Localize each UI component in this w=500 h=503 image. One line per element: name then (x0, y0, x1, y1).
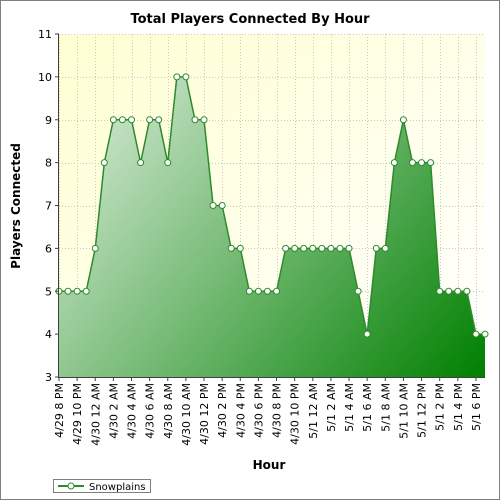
chart-title: Total Players Connected By Hour (130, 12, 370, 27)
legend-marker-swatch (67, 482, 75, 490)
x-tick-label: 5/1 8 AM (379, 383, 392, 432)
x-tick-label: 5/1 10 AM (397, 383, 410, 439)
data-point (363, 330, 371, 338)
data-point (300, 244, 308, 252)
x-tick-label: 5/1 4 AM (343, 383, 356, 432)
data-point (390, 159, 398, 167)
data-point (291, 244, 299, 252)
data-point (128, 116, 136, 124)
data-point (64, 287, 72, 295)
data-point (200, 116, 208, 124)
data-point (227, 244, 235, 252)
data-point (263, 287, 271, 295)
data-point (309, 244, 317, 252)
data-point (173, 73, 181, 81)
x-tick-label: 5/1 2 PM (434, 383, 447, 431)
y-tick-label: 11 (38, 28, 52, 41)
data-point (436, 287, 444, 295)
x-tick-label: 5/1 6 PM (470, 383, 483, 431)
legend-entry-label: Snowplains (89, 482, 146, 493)
x-tick-label: 5/1 6 AM (361, 383, 374, 432)
x-tick-label: 4/29 10 PM (71, 383, 84, 445)
data-point (236, 244, 244, 252)
data-point (372, 244, 380, 252)
data-point (164, 159, 172, 167)
x-tick-label: 4/30 4 PM (234, 383, 247, 438)
data-point (427, 159, 435, 167)
data-point (109, 116, 117, 124)
y-tick-label: 10 (38, 71, 52, 84)
data-point (273, 287, 281, 295)
x-tick-label: 4/30 6 AM (144, 383, 157, 439)
data-point (399, 116, 407, 124)
y-tick-label: 9 (45, 114, 52, 127)
data-point (118, 116, 126, 124)
data-point (209, 202, 217, 209)
data-point (418, 159, 426, 167)
data-point (82, 287, 90, 295)
data-point (191, 116, 199, 124)
data-point (245, 287, 253, 295)
x-tick-label: 4/30 8 PM (271, 383, 284, 438)
data-point (454, 287, 462, 295)
y-axis-label: Players Connected (9, 143, 23, 269)
data-point (282, 244, 290, 252)
data-point (155, 116, 163, 124)
data-point (472, 330, 480, 338)
x-tick-label: 5/1 12 PM (416, 383, 429, 438)
y-tick-label: 5 (45, 285, 52, 298)
x-tick-label: 4/30 4 AM (126, 383, 139, 439)
y-tick-label: 8 (45, 157, 52, 170)
x-tick-label: 4/30 2 AM (107, 383, 120, 439)
x-tick-label: 4/30 8 AM (162, 383, 175, 439)
data-point (254, 287, 262, 295)
data-point (146, 116, 154, 124)
x-tick-label: 5/1 2 AM (325, 383, 338, 432)
data-point (218, 202, 226, 209)
y-tick-label: 4 (45, 328, 52, 341)
legend-box (53, 479, 151, 493)
y-tick-label: 3 (45, 371, 52, 384)
data-point (354, 287, 362, 295)
x-tick-label: 4/30 10 PM (289, 383, 302, 445)
data-point (182, 73, 190, 81)
data-point (481, 330, 489, 338)
data-point (336, 244, 344, 252)
data-point (445, 287, 453, 295)
x-tick-label: 4/30 10 AM (180, 383, 193, 446)
data-point (137, 159, 145, 167)
y-tick-label: 6 (45, 242, 52, 255)
data-point (327, 244, 335, 252)
data-point (73, 287, 81, 295)
data-point (91, 244, 99, 252)
x-axis-ticks: 4/29 8 PM 4/29 10 PM 4/30 12 AM 4/30 2 AM 4/… (53, 377, 483, 446)
x-tick-label: 4/30 12 PM (198, 383, 211, 445)
x-tick-label: 4/29 8 PM (53, 383, 66, 438)
data-point (100, 159, 108, 167)
x-tick-label: 4/30 2 PM (216, 383, 229, 438)
y-tick-label: 7 (45, 200, 52, 213)
data-point (381, 244, 389, 252)
x-tick-label: 4/30 12 AM (89, 383, 102, 446)
y-axis-ticks: 3 4 5 6 7 8 9 10 11 (38, 28, 59, 384)
data-point (318, 244, 326, 252)
x-tick-label: 5/1 4 PM (452, 383, 465, 431)
x-tick-label: 5/1 12 AM (307, 383, 320, 439)
data-point (408, 159, 416, 167)
data-point (463, 287, 471, 295)
x-axis-label: Hour (253, 458, 286, 472)
legend: Snowplains (53, 479, 151, 493)
data-point (345, 244, 353, 252)
series-markers (55, 73, 489, 338)
x-tick-label: 4/30 6 PM (252, 383, 265, 438)
